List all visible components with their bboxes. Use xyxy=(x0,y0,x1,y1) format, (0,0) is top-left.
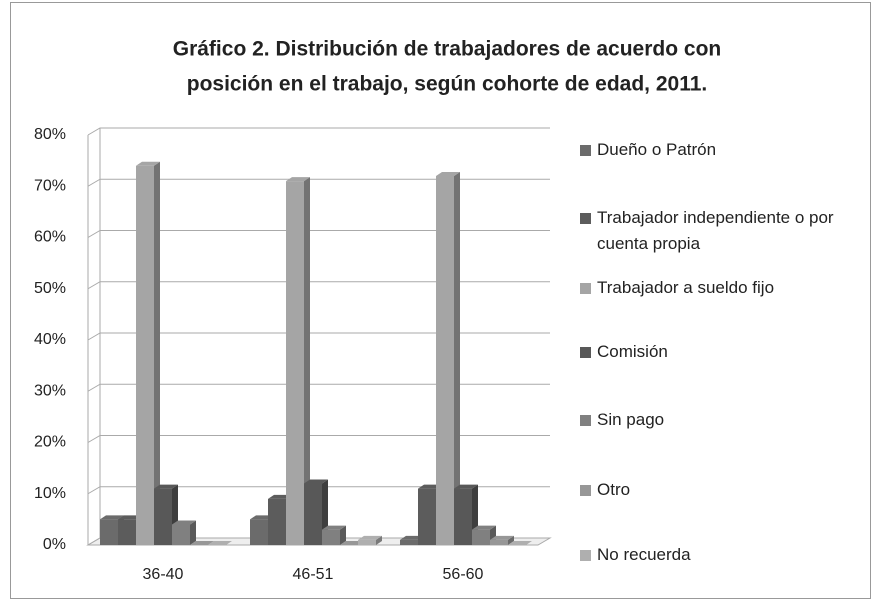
legend-swatch xyxy=(580,145,591,156)
bar xyxy=(490,535,514,545)
bar-top xyxy=(508,541,532,545)
bar-top xyxy=(322,525,346,530)
bar-top xyxy=(154,484,178,489)
legend-swatch xyxy=(580,550,591,561)
y-tick-label: 40% xyxy=(34,331,66,348)
x-tick-label: 36-40 xyxy=(143,566,184,583)
y-tick-label: 10% xyxy=(34,485,66,502)
bar-side xyxy=(508,535,514,545)
bar-front xyxy=(304,483,322,545)
bar-top xyxy=(304,479,328,484)
y-tick-label: 20% xyxy=(34,434,66,451)
legend-swatch xyxy=(580,347,591,358)
bar-front xyxy=(118,519,136,545)
legend-swatch xyxy=(580,213,591,224)
bar xyxy=(322,525,346,545)
bar-front xyxy=(358,539,376,545)
bar-top xyxy=(490,535,514,540)
bar xyxy=(172,520,196,545)
legend-label: No recuerda xyxy=(597,545,691,564)
bar xyxy=(136,161,160,545)
grid-line xyxy=(87,383,550,392)
legend-swatch xyxy=(580,283,591,294)
legend-item: Dueño o Patrón xyxy=(580,137,870,163)
bar-front xyxy=(400,539,418,545)
bar xyxy=(358,535,382,545)
bar-front xyxy=(172,524,190,545)
bar xyxy=(208,541,232,545)
bar-front xyxy=(454,488,472,545)
bar-top xyxy=(208,541,232,545)
y-tick-label: 60% xyxy=(34,229,66,246)
bar-front xyxy=(490,539,508,545)
bar-front xyxy=(322,529,340,545)
legend-label: Sin pago xyxy=(597,410,665,429)
y-tick-label: 50% xyxy=(34,280,66,297)
grid-line xyxy=(87,127,550,136)
y-tick-label: 80% xyxy=(34,126,66,143)
legend-label: Trabajador independiente o por cuenta pr… xyxy=(597,208,834,253)
legend-item: Otro xyxy=(580,477,870,503)
legend-item: No recuerda xyxy=(580,542,870,568)
bar xyxy=(436,172,460,545)
grid-line xyxy=(87,178,550,187)
bar-front xyxy=(472,529,490,545)
bar xyxy=(190,541,214,545)
bar-top xyxy=(454,484,478,489)
bar-front xyxy=(418,488,436,545)
bar-front xyxy=(136,165,154,545)
bar-front xyxy=(100,519,118,545)
y-tick-label: 30% xyxy=(34,382,66,399)
legend-swatch xyxy=(580,485,591,496)
bar-top xyxy=(472,525,496,530)
bar-side xyxy=(154,161,160,545)
bar-side xyxy=(190,520,196,545)
bar-front xyxy=(436,176,454,545)
chart-title: posición en el trabajo, según cohorte de… xyxy=(187,73,707,96)
legend-item: Trabajador a sueldo fijo xyxy=(580,275,870,301)
bar xyxy=(286,177,310,545)
bar-top xyxy=(286,177,310,182)
legend-label: Otro xyxy=(597,480,631,499)
legend-item: Trabajador independiente o por cuenta pr… xyxy=(580,205,870,257)
bar-top xyxy=(436,172,460,176)
bar-front xyxy=(154,488,172,545)
chart-title: Gráfico 2. Distribución de trabajadores … xyxy=(173,38,721,61)
bar-top xyxy=(190,541,214,545)
bar xyxy=(508,541,532,545)
legend-label: Comisión xyxy=(597,342,668,361)
grid-line xyxy=(87,435,550,443)
grid-line xyxy=(87,486,550,495)
legend-swatch xyxy=(580,415,591,426)
legend-label: Dueño o Patrón xyxy=(597,140,717,159)
legend-label: Trabajador a sueldo fijo xyxy=(597,278,775,297)
x-tick-label: 46-51 xyxy=(293,566,334,583)
bar-front xyxy=(250,519,268,545)
bar-top xyxy=(172,520,196,525)
bar-front xyxy=(286,181,304,545)
bar-front xyxy=(268,498,286,545)
grid-line xyxy=(87,230,550,238)
x-tick-label: 56-60 xyxy=(443,566,484,583)
bar-side xyxy=(340,525,346,545)
y-tick-label: 0% xyxy=(43,536,66,553)
bar-side xyxy=(376,535,382,545)
grid-line xyxy=(87,281,550,290)
legend-item: Comisión xyxy=(580,339,870,365)
legend-item: Sin pago xyxy=(580,407,870,433)
y-tick-label: 70% xyxy=(34,177,66,194)
bar-top xyxy=(358,535,382,540)
bar-top xyxy=(136,161,160,166)
grid-line xyxy=(87,332,550,341)
bar-top xyxy=(100,515,124,520)
bar-side xyxy=(304,177,310,545)
bar-side xyxy=(454,172,460,545)
